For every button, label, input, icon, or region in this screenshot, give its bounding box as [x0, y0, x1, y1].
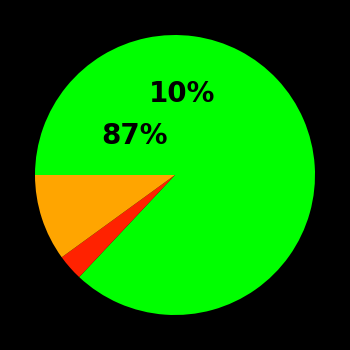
- Text: 10%: 10%: [149, 80, 215, 108]
- Wedge shape: [62, 175, 175, 277]
- Text: 87%: 87%: [101, 122, 168, 150]
- Wedge shape: [35, 35, 315, 315]
- Wedge shape: [35, 175, 175, 257]
